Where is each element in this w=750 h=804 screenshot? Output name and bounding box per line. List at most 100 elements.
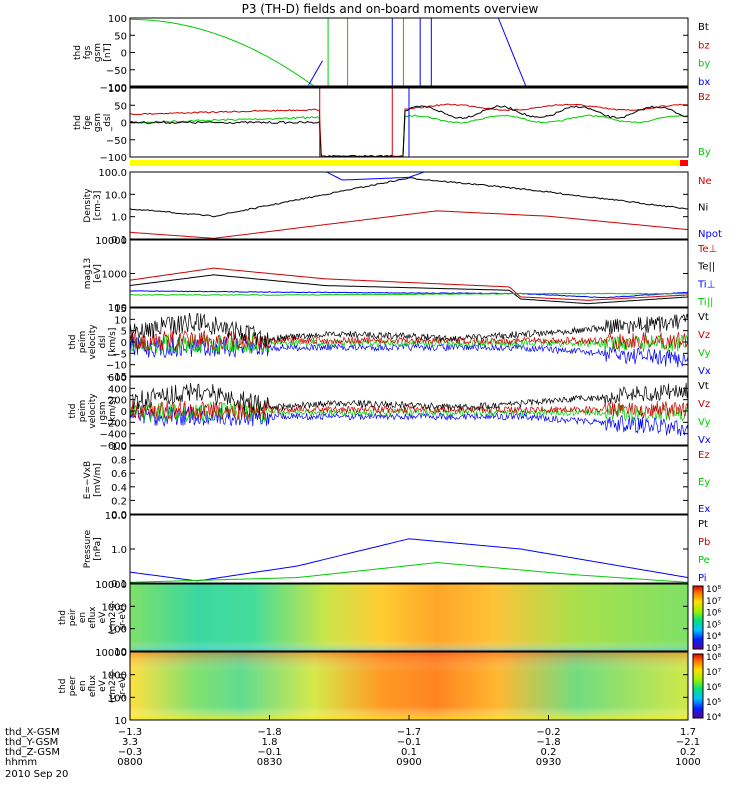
y-tick-label: 10 (114, 315, 127, 326)
x-tick-label: 0830 (257, 757, 282, 768)
panel-9-plot (130, 584, 688, 651)
y-axis-label: gsm (98, 401, 108, 420)
y-axis-label: eV (98, 679, 108, 692)
y-axis-label: eflux (88, 606, 98, 629)
y-tick-label: 15 (114, 304, 127, 315)
heatmap-ion-shade (130, 584, 688, 651)
colorbar-label: 10⁴ (706, 632, 721, 642)
series-vx (130, 336, 688, 368)
colorbar-label: 10⁷ (706, 597, 721, 607)
y-tick-label: −100 (100, 153, 127, 164)
y-tick-label: 0.2 (111, 496, 127, 507)
y-tick-label: 10.0 (105, 511, 127, 522)
colorbar-label: 10⁶ (706, 683, 721, 693)
legend-entry: By (698, 147, 711, 158)
legend-entry: Pb (698, 537, 710, 548)
y-tick-label: −50 (106, 66, 127, 77)
x-tick-label: 1000 (675, 757, 700, 768)
y-tick-label: −600 (100, 441, 127, 452)
colorbar-label: 10⁵ (706, 698, 721, 708)
y-tick-label: 10 (114, 716, 127, 727)
legend-entry: Pe (698, 555, 710, 566)
y-tick-label: 600 (108, 373, 127, 384)
series-ne (130, 210, 688, 239)
series-vx (130, 405, 688, 437)
panel-10: 10000 1000 100 10 thd peer en eflux eV (cm2-s-sr-… (58, 648, 721, 727)
x-tick-label: −0.1 (257, 747, 281, 758)
y-axis-label: thd (58, 679, 68, 694)
y-tick-label: 10.0 (105, 190, 127, 201)
x-tick-label: −1.3 (118, 727, 142, 738)
x-tick-label: −0.3 (118, 747, 142, 758)
series-bx-fall (497, 18, 527, 87)
series-bx (308, 60, 323, 86)
colorbar (692, 653, 704, 719)
panel-7: 1.0 0.8 0.6 0.4 0.2 0.0 E=−VxB [mV/m] Ez Ey Ex (83, 442, 710, 521)
y-tick-label: 0.1 (111, 235, 127, 246)
x-tick-label: 1.7 (680, 727, 696, 738)
colorbar-label: 10⁸ (706, 585, 721, 595)
series-te-perp (130, 267, 688, 301)
y-axis-label: Density (83, 188, 93, 223)
series-vz (130, 329, 688, 352)
y-tick-label: −400 (100, 430, 127, 441)
panel-2-plot (130, 88, 688, 157)
legend-entry: Ey (698, 477, 710, 488)
y-axis-label: thd (73, 115, 83, 130)
y-axis-label: eV (98, 611, 108, 624)
y-tick-label: 0 (121, 49, 127, 60)
y-axis-label: thd (73, 45, 83, 60)
x-tick-label: −0.2 (536, 727, 560, 738)
y-tick-label: 1000 (102, 270, 127, 281)
y-axis-label: gsm (93, 43, 103, 62)
legend-entry: Vx (698, 435, 711, 446)
x-tick-label: 1.8 (262, 737, 278, 748)
legend-entry: Npot (698, 229, 722, 240)
colorbar-label: 10⁷ (706, 668, 721, 678)
y-tick-label: −200 (100, 418, 127, 429)
y-axis-label: fge (83, 115, 93, 130)
y-tick-label: 100 (108, 625, 127, 636)
y-axis-label: fgs (83, 45, 93, 59)
series-vy (130, 400, 688, 424)
y-tick-label: 100 (108, 693, 127, 704)
y-axis-label: [nT] (103, 43, 113, 61)
panel-3-frame (129, 171, 689, 240)
legend-entry: Vz (698, 330, 710, 341)
y-axis-label: peir (68, 608, 78, 626)
series-vt (130, 312, 688, 348)
legend-entry: Te|| (697, 262, 715, 273)
series-ti-par (130, 292, 688, 296)
y-axis-label: (cm2-s- (108, 600, 118, 634)
panel-2: 100 50 0 −50 −100 thd fge gsm _dsl Bz By (73, 84, 711, 164)
y-tick-label: 0 (121, 338, 127, 349)
legend-entry: Ne (698, 176, 712, 187)
series-ni (130, 177, 688, 218)
legend-entry: Vy (698, 417, 711, 428)
panel-8: 10.0 1.0 0.1 Pressure [nPa] Pt Pb Pe Pi (83, 511, 710, 590)
series-pi (130, 538, 688, 582)
legend-entry: bx (698, 77, 710, 88)
y-axis-label: velocity (88, 324, 98, 360)
y-tick-label: 0.1 (111, 579, 127, 590)
y-tick-label: 0 (121, 407, 127, 418)
y-axis-label: [km/s] (108, 397, 118, 426)
y-axis-label: peer (68, 675, 78, 696)
y-axis-label: sr-eV) (118, 604, 128, 630)
y-tick-label: −100 (100, 83, 127, 94)
y-axis-label: [mV/m] (93, 463, 103, 497)
y-axis-label: en (78, 612, 88, 623)
legend-entry: Ti⊥ (697, 279, 715, 290)
y-axis-label: (cm2-s- (108, 669, 118, 703)
y-axis-label: en (78, 680, 88, 691)
x-axis-row-label: hhmm (5, 757, 37, 768)
y-tick-label: 100 (108, 303, 127, 314)
y-tick-label: 1000 (102, 671, 127, 682)
legend-entry: by (698, 59, 710, 70)
y-tick-label: 0 (121, 119, 127, 130)
panel-8-plot (130, 538, 688, 583)
series-vz (130, 400, 688, 421)
x-tick-label: 0800 (117, 757, 142, 768)
